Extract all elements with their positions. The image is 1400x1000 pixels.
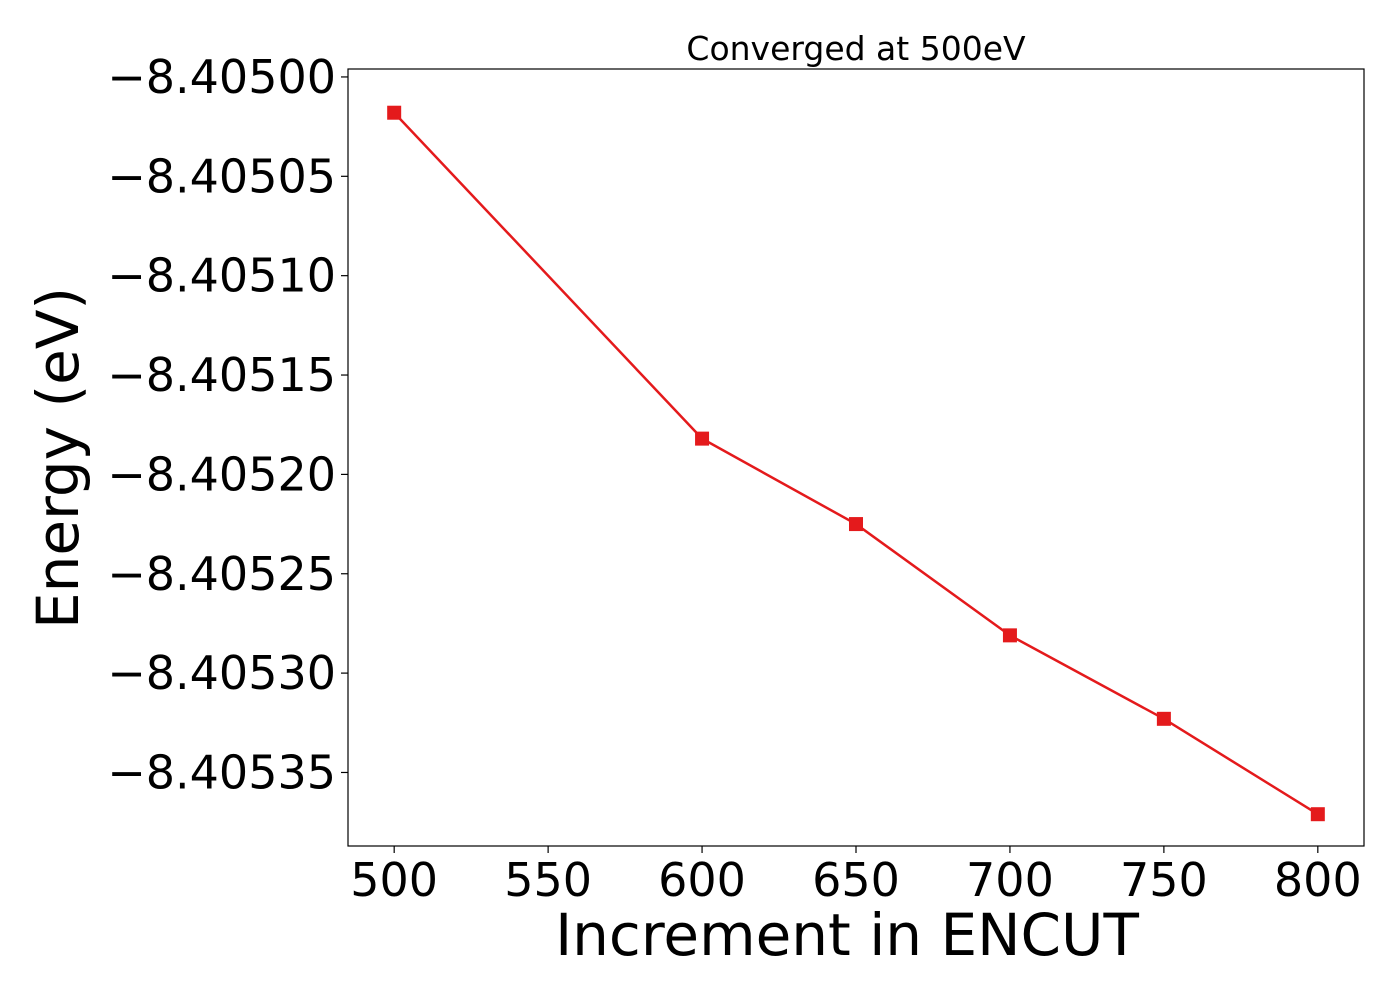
data-point-marker — [849, 517, 863, 532]
x-axis-title: Increment in ENCUT — [555, 901, 1139, 969]
y-tick-label: −8.40535 — [107, 745, 336, 799]
y-tick-label: −8.40505 — [107, 149, 336, 203]
x-tick-label: 600 — [658, 853, 746, 907]
data-point-marker — [1002, 628, 1017, 643]
series-line — [393, 111, 1319, 816]
y-tick-label: −8.40515 — [107, 348, 336, 402]
plot-area — [387, 105, 1325, 822]
data-point-marker — [695, 431, 710, 446]
x-tick-label: 550 — [504, 853, 592, 907]
y-tick-label: −8.40530 — [107, 646, 336, 700]
x-axis-ticks: 500 550 600 650 700 750 800 — [350, 846, 1362, 907]
y-axis-ticks: −8.40500 −8.40505 −8.40510 −8.40515 −8.40520… — [107, 50, 348, 799]
x-tick-label: 700 — [966, 853, 1054, 907]
data-point-marker — [1156, 711, 1171, 726]
y-axis-title: Energy (eV) — [24, 287, 92, 629]
y-tick-label: −8.40520 — [107, 447, 336, 501]
data-point-marker — [387, 105, 402, 120]
y-tick-label: −8.40525 — [107, 547, 336, 601]
data-point-marker — [1310, 807, 1325, 822]
plot-frame — [347, 68, 1365, 847]
x-tick-label: 750 — [1120, 853, 1208, 907]
x-tick-label: 650 — [812, 853, 900, 907]
x-tick-label: 500 — [350, 853, 438, 907]
chart-title: Converged at 500eV — [686, 29, 1026, 68]
y-tick-label: −8.40510 — [107, 249, 336, 303]
y-tick-label: −8.40500 — [107, 50, 336, 104]
x-tick-label: 800 — [1274, 853, 1362, 907]
